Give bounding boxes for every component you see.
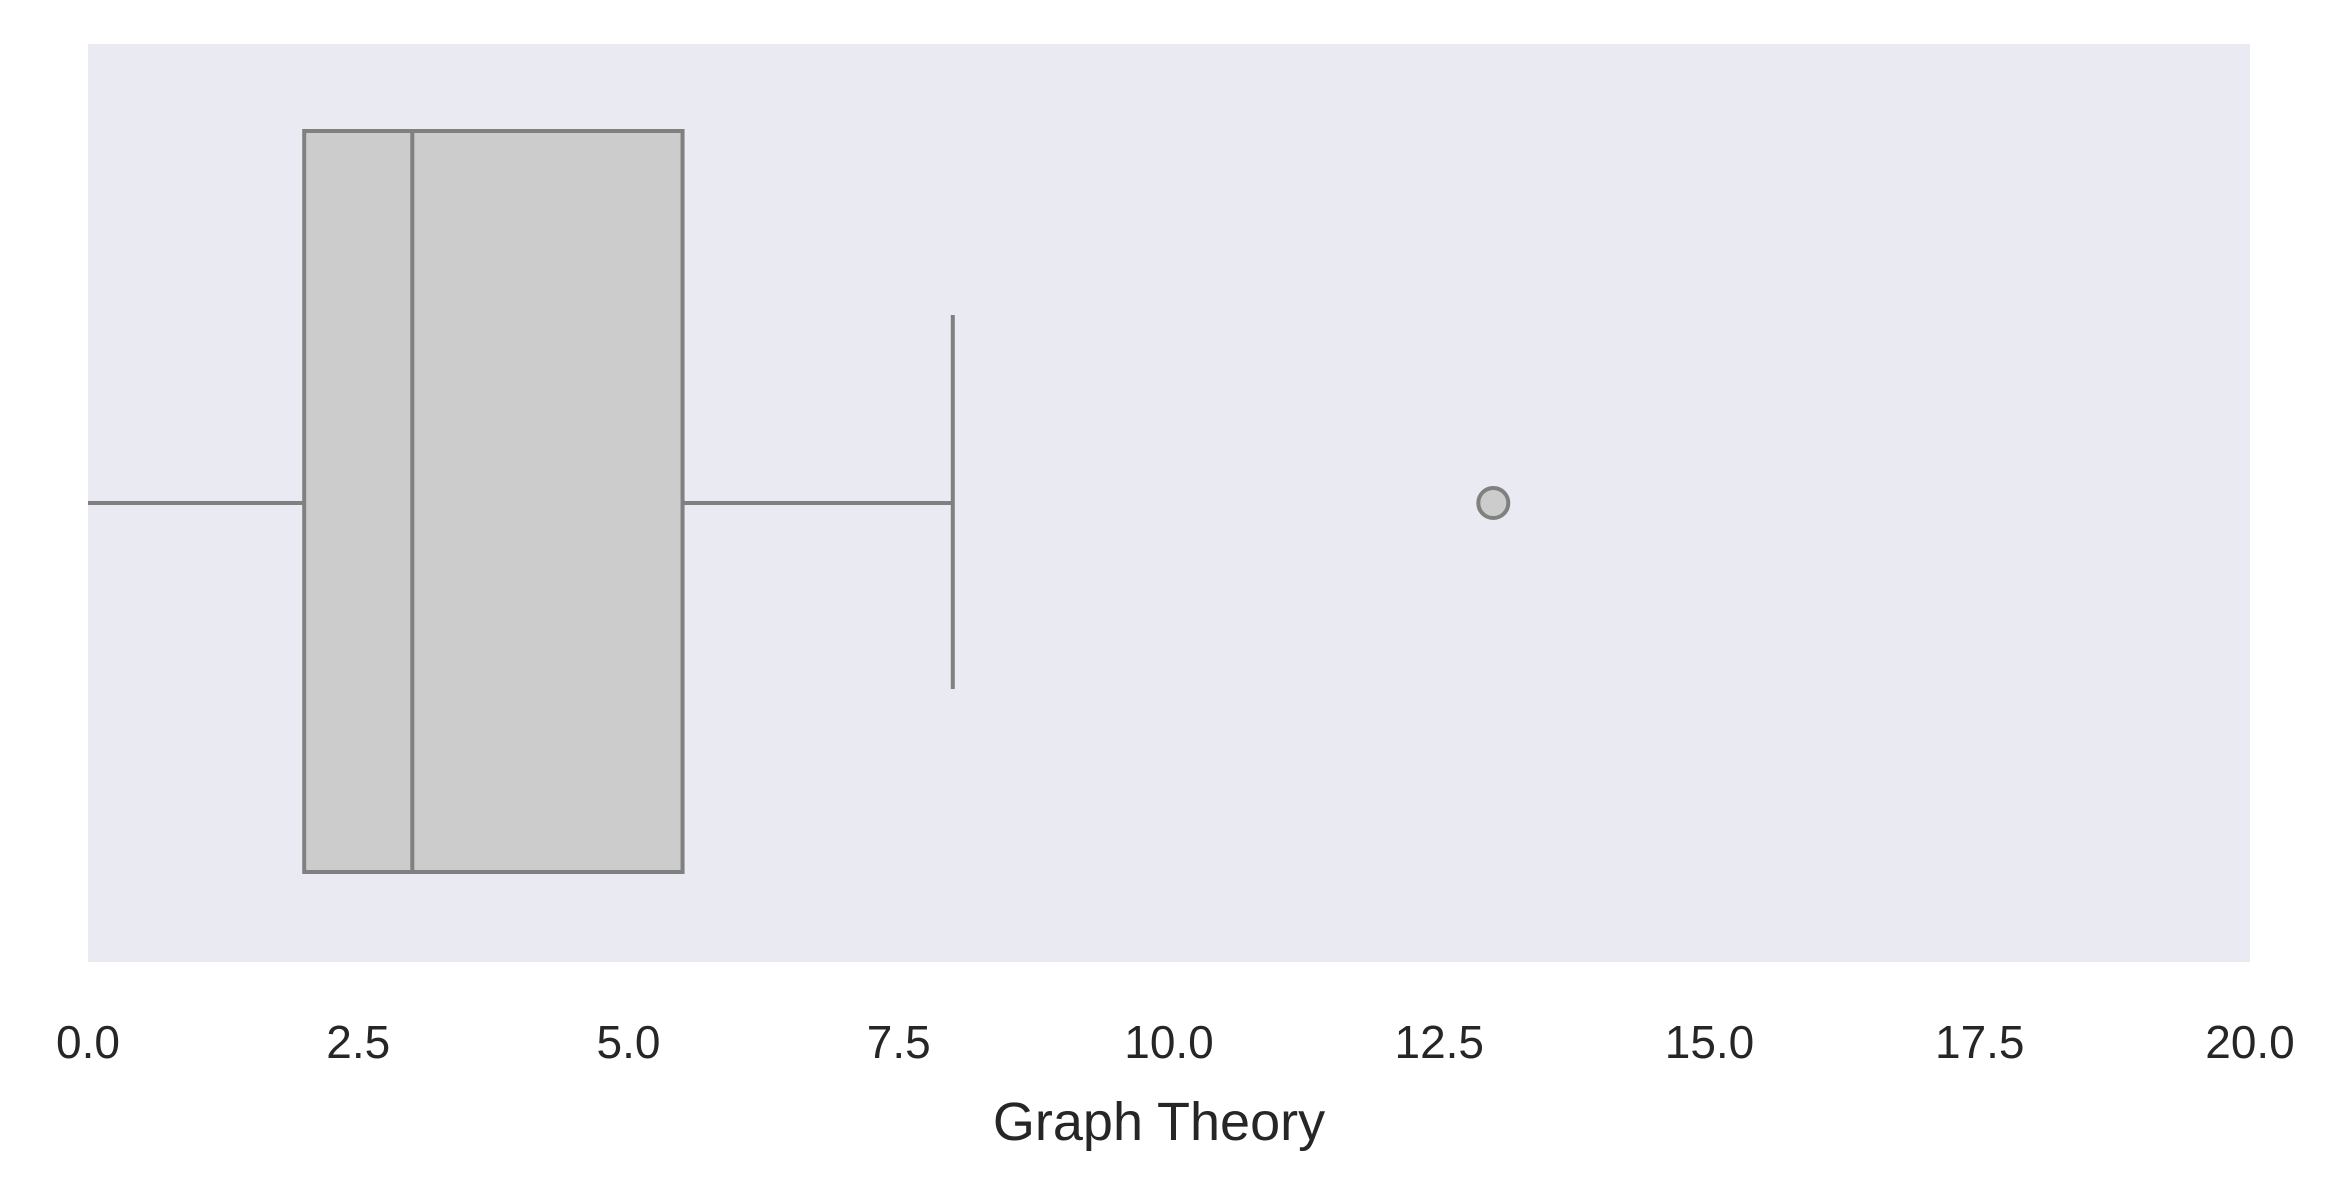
x-axis-label: Graph Theory [993,1092,1325,1152]
outlier-point [1476,486,1511,520]
x-axis-ticks: 0.0 2.5 5.0 7.5 10.0 12.5 15.0 17.5 20.0 [56,1016,2295,1068]
x-tick-label: 7.5 [867,1016,931,1068]
outlier-group [1476,486,1511,520]
x-tick-label: 17.5 [1935,1016,2025,1068]
x-tick-label: 5.0 [597,1016,661,1068]
box-group [88,129,955,874]
interquartile-box [302,129,685,874]
x-tick-label: 0.0 [56,1016,120,1068]
x-tick-label: 12.5 [1394,1016,1484,1068]
x-tick-label: 15.0 [1665,1016,1755,1068]
x-tick-label: 20.0 [2205,1016,2295,1068]
x-tick-label: 2.5 [326,1016,390,1068]
x-tick-label: 10.0 [1124,1016,1214,1068]
